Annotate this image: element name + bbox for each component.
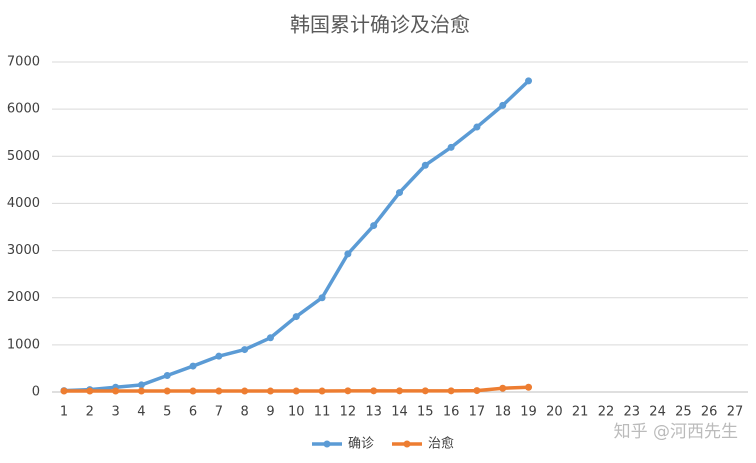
- x-tick-label: 11: [314, 405, 331, 420]
- point: [421, 387, 429, 395]
- point: [473, 123, 481, 131]
- x-tick-label: 7: [215, 405, 223, 420]
- point: [189, 362, 197, 370]
- point: [318, 387, 326, 395]
- legend-dot: [403, 440, 411, 448]
- point: [112, 387, 120, 395]
- point: [525, 77, 533, 85]
- y-tick-label: 6000: [7, 102, 40, 117]
- x-tick-label: 9: [266, 405, 274, 420]
- y-tick-label: 7000: [7, 55, 40, 70]
- point: [344, 250, 352, 258]
- point: [266, 334, 274, 342]
- y-tick-label: 1000: [7, 337, 40, 352]
- x-tick-label: 1: [60, 405, 68, 420]
- point: [370, 387, 378, 395]
- x-tick-label: 14: [391, 405, 408, 420]
- legend-label: 治愈: [428, 437, 454, 452]
- point: [241, 346, 249, 354]
- x-tick-label: 10: [288, 405, 305, 420]
- x-tick-label: 6: [189, 405, 197, 420]
- point: [396, 387, 403, 395]
- x-tick-label: 13: [365, 405, 382, 420]
- x-tick-label: 15: [417, 405, 434, 420]
- x-tick-label: 23: [623, 405, 640, 420]
- x-tick-label: 16: [443, 405, 460, 420]
- point: [241, 387, 249, 395]
- point: [163, 372, 171, 379]
- point: [370, 222, 378, 230]
- x-tick-label: 8: [241, 405, 249, 420]
- point: [86, 387, 94, 395]
- y-tick-label: 4000: [7, 196, 40, 211]
- legend-dot: [323, 440, 331, 448]
- point: [292, 313, 300, 321]
- x-tick-label: 22: [598, 405, 615, 420]
- point: [60, 387, 68, 395]
- point: [499, 384, 507, 392]
- point: [447, 143, 455, 151]
- x-tick-label: 4: [137, 405, 145, 420]
- point: [266, 387, 274, 395]
- point: [473, 387, 481, 395]
- point: [318, 294, 326, 302]
- point: [525, 383, 533, 391]
- point: [344, 387, 352, 395]
- point: [421, 161, 429, 169]
- legend-label: 确诊: [348, 437, 374, 452]
- series-line: [63, 79, 530, 393]
- x-tick-label: 12: [340, 405, 357, 420]
- x-tick-label: 25: [675, 405, 692, 420]
- y-tick-label: 2000: [7, 290, 40, 305]
- x-tick-label: 2: [86, 405, 94, 420]
- x-tick-label: 24: [649, 405, 666, 420]
- point: [137, 387, 145, 395]
- y-tick-label: 3000: [7, 243, 40, 258]
- x-tick-label: 3: [111, 405, 119, 420]
- x-tick-label: 18: [494, 405, 511, 420]
- y-tick-label: 5000: [7, 149, 40, 164]
- point: [292, 387, 300, 395]
- x-tick-label: 26: [701, 405, 718, 420]
- x-tick-label: 20: [546, 405, 563, 420]
- point: [137, 381, 145, 389]
- x-tick-label: 21: [572, 405, 589, 420]
- point: [163, 387, 171, 395]
- x-tick-label: 5: [163, 405, 171, 420]
- point: [396, 189, 403, 197]
- point: [499, 101, 507, 109]
- x-tick-label: 17: [469, 405, 486, 420]
- x-tick-label: 19: [520, 405, 537, 420]
- x-tick-label: 27: [727, 405, 744, 420]
- point: [447, 387, 455, 395]
- point: [215, 387, 223, 395]
- y-tick-label: 0: [32, 385, 40, 400]
- watermark: 知乎 @河西先生: [614, 422, 738, 442]
- point: [215, 352, 223, 360]
- chart-title: 韩国累计确诊及治愈: [290, 13, 470, 37]
- point: [189, 387, 197, 395]
